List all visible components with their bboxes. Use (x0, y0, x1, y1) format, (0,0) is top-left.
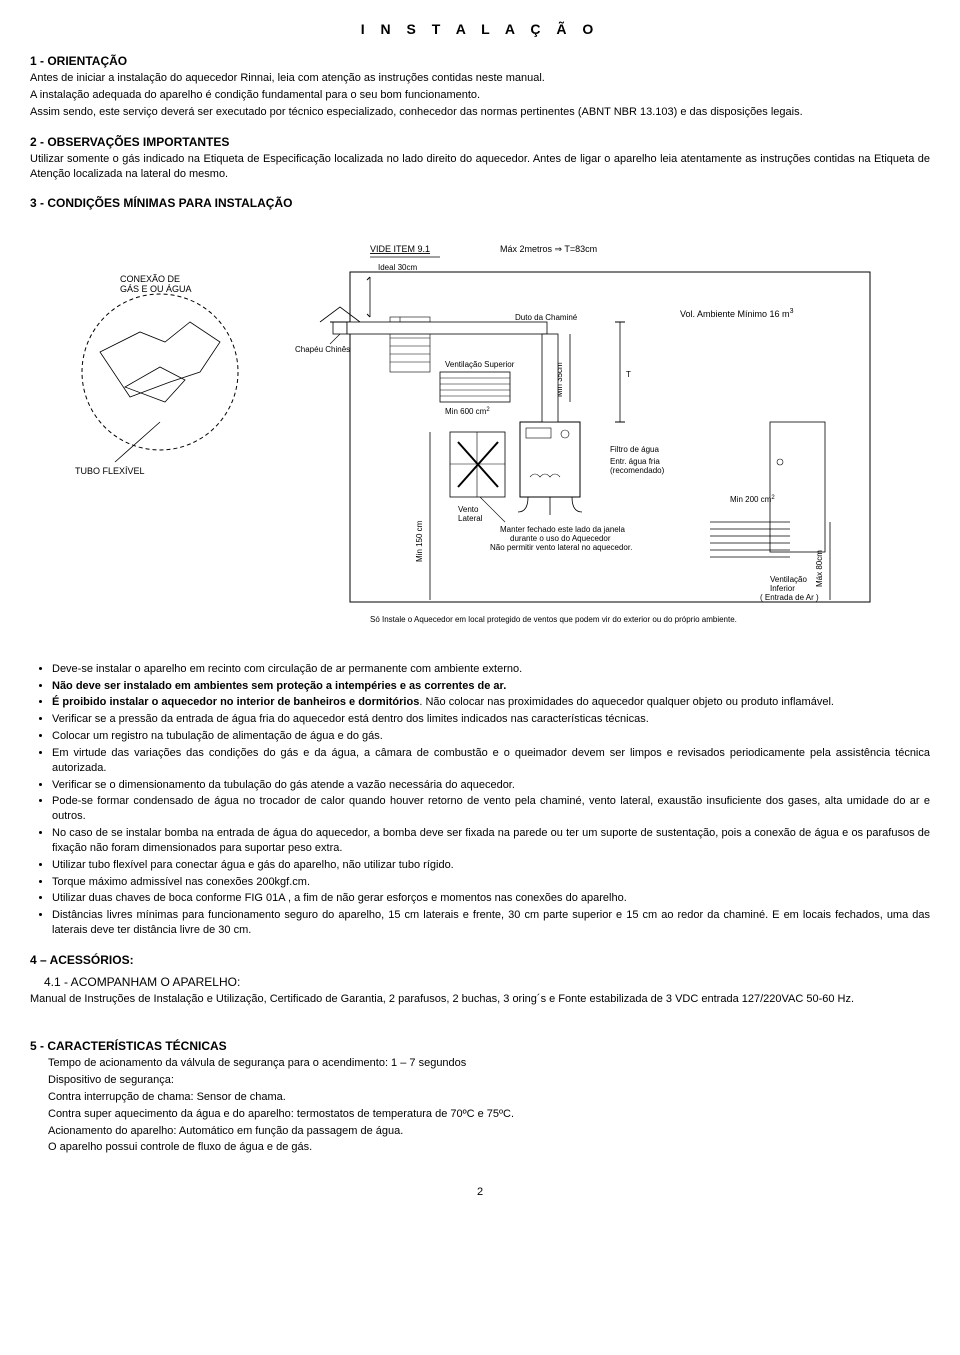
label-min150: Min 150 cm (415, 520, 424, 562)
label-so-instale: Só Instale o Aquecedor em local protegid… (370, 615, 737, 624)
label-manter: Manter fechado este lado da janela duran… (490, 525, 632, 552)
bullet-item: Utilizar tubo flexível para conectar águ… (52, 858, 930, 873)
page-title: I N S T A L A Ç Ã O (30, 20, 930, 39)
bullet-list: Deve-se instalar o aparelho em recinto c… (30, 662, 930, 938)
sec5-line: Dispositivo de segurança: (48, 1073, 930, 1088)
bullet-item: Em virtude das variações das condições d… (52, 746, 930, 776)
bullet-item: Não deve ser instalado em ambientes sem … (52, 679, 930, 694)
label-vide-item: VIDE ITEM 9.1 (370, 244, 430, 254)
sec1-p1: Antes de iniciar a instalação do aqueced… (30, 71, 930, 86)
label-min200: Min 200 cm2 (730, 495, 775, 504)
label-vent-sup: Ventilação Superior (445, 360, 515, 369)
label-t: T (626, 370, 631, 379)
sec5-line: Contra interrupção de chama: Sensor de c… (48, 1090, 930, 1105)
page-number: 2 (30, 1185, 930, 1200)
bullet-item: Colocar um registro na tubulação de alim… (52, 729, 930, 744)
label-vento-lat: VentoLateral (458, 505, 483, 523)
label-chapeu: Chapéu Chinês (295, 345, 350, 354)
sec3-heading: 3 - CONDIÇÕES MÍNIMAS PARA INSTALAÇÃO (30, 195, 930, 211)
sec4-heading: 4 – ACESSÓRIOS: (30, 952, 930, 968)
label-conexao: CONEXÃO DE GÁS E OU ÁGUA (120, 274, 192, 294)
bullet-item: Distâncias livres mínimas para funcionam… (52, 908, 930, 938)
bullet-item: Torque máximo admissível nas conexões 20… (52, 875, 930, 890)
bullet-item: Pode-se formar condensado de água no tro… (52, 794, 930, 824)
sec1-p2: A instalação adequada do aparelho é cond… (30, 88, 930, 103)
label-vol-amb: Vol. Ambiente Mínimo 16 m3 (680, 308, 794, 319)
sec1-heading: 1 - ORIENTAÇÃO (30, 53, 930, 69)
bullet-item: Utilizar duas chaves de boca conforme FI… (52, 891, 930, 906)
installation-diagram: CONEXÃO DE GÁS E OU ÁGUA TUBO FLEXÍVEL V… (70, 222, 890, 642)
label-max2m: Máx 2metros ⇒ T=83cm (500, 244, 597, 254)
label-vent-inf: Ventilação Inferior ( Entrada de Ar ) (760, 575, 819, 602)
bullet-item: Verificar se a pressão da entrada de águ… (52, 712, 930, 727)
sec5-heading: 5 - CARACTERÍSTICAS TÉCNICAS (30, 1038, 930, 1054)
sec5-line: Acionamento do aparelho: Automático em f… (48, 1124, 930, 1139)
sec4-sub: 4.1 - ACOMPANHAM O APARELHO: (44, 974, 930, 990)
bullet-item: Deve-se instalar o aparelho em recinto c… (52, 662, 930, 677)
sec2-heading: 2 - OBSERVAÇÕES IMPORTANTES (30, 134, 930, 150)
sec4-p1: Manual de Instruções de Instalação e Uti… (30, 992, 930, 1007)
label-entr-agua: Entr. água fria(recomendado) (610, 457, 665, 475)
bullet-item: Verificar se o dimensionamento da tubula… (52, 778, 930, 793)
sec5-line: O aparelho possui controle de fluxo de á… (48, 1140, 930, 1155)
label-filtro: Filtro de água (610, 445, 659, 454)
sec1-p3: Assim sendo, este serviço deverá ser exe… (30, 105, 930, 120)
label-duto: Duto da Chaminé (515, 313, 578, 322)
label-tubo-flex: TUBO FLEXÍVEL (75, 466, 145, 476)
sec5-line: Contra super aquecimento da água e do ap… (48, 1107, 930, 1122)
label-ideal30: Ideal 30cm (378, 263, 417, 272)
sec5-line: Tempo de acionamento da válvula de segur… (48, 1056, 930, 1071)
bullet-item: No caso de se instalar bomba na entrada … (52, 826, 930, 856)
sec2-p1: Utilizar somente o gás indicado na Etiqu… (30, 152, 930, 182)
label-max80: Máx 80cm (815, 549, 824, 586)
label-vent-sup-min: Min 600 cm2 (445, 407, 490, 416)
bullet-item: É proibido instalar o aquecedor no inter… (52, 695, 930, 710)
